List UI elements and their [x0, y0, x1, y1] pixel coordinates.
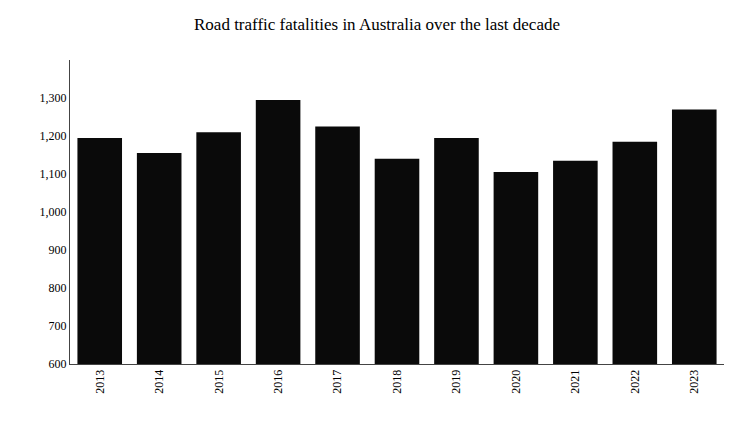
svg-text:2018: 2018: [390, 370, 404, 394]
svg-text:2023: 2023: [687, 370, 701, 394]
svg-text:600: 600: [49, 357, 67, 371]
svg-text:2019: 2019: [449, 370, 463, 394]
svg-text:900: 900: [49, 243, 67, 257]
svg-text:2013: 2013: [93, 370, 107, 394]
svg-text:2014: 2014: [152, 370, 166, 394]
svg-text:700: 700: [49, 319, 67, 333]
svg-text:2020: 2020: [509, 370, 523, 394]
svg-text:2021: 2021: [568, 370, 582, 394]
svg-text:800: 800: [49, 281, 67, 295]
svg-text:2022: 2022: [628, 370, 642, 394]
svg-text:Road traffic fatalities in Aus: Road traffic fatalities in Australia ove…: [194, 15, 560, 34]
svg-text:2017: 2017: [330, 370, 344, 394]
svg-text:1,000: 1,000: [40, 205, 67, 219]
svg-text:1,300: 1,300: [40, 91, 67, 105]
svg-text:2016: 2016: [271, 370, 285, 394]
svg-text:2015: 2015: [212, 370, 226, 394]
svg-text:1,200: 1,200: [40, 129, 67, 143]
svg-text:1,100: 1,100: [40, 167, 67, 181]
